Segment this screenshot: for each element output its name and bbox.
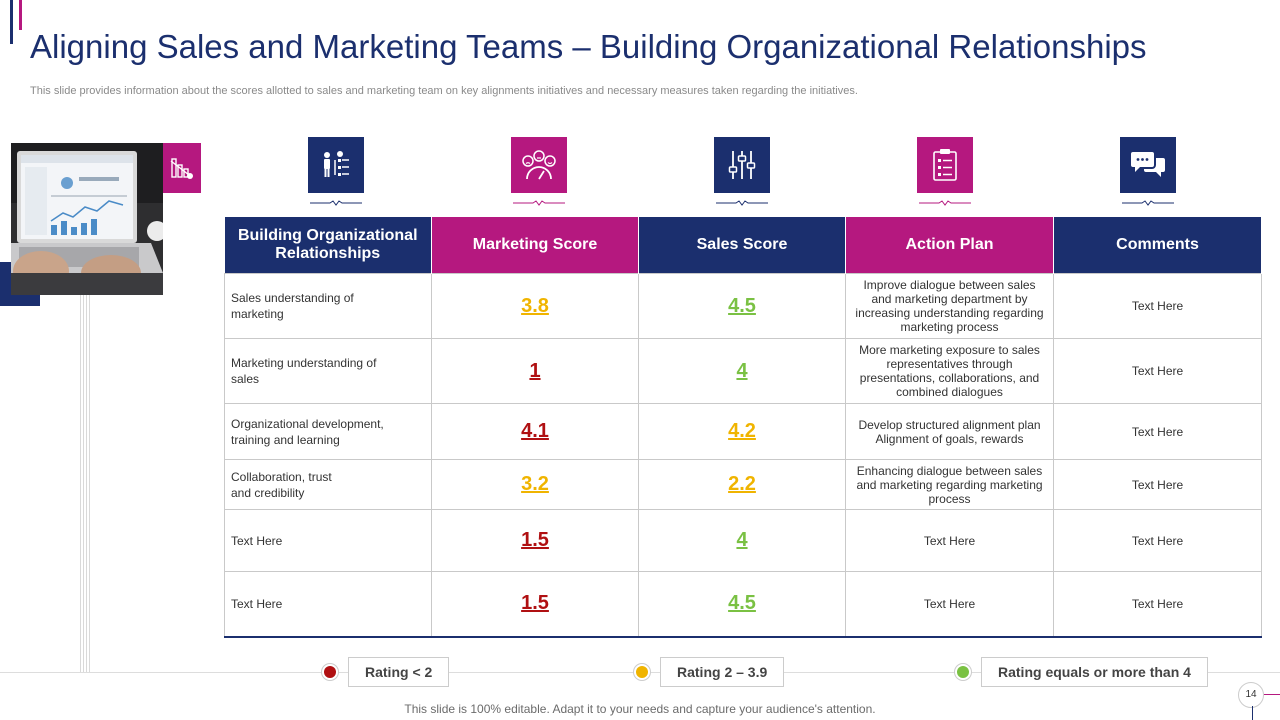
action-plan: More marketing exposure to sales represe… [845,338,1054,404]
decor-divider [919,200,971,206]
people-hierarchy-icon [308,137,364,193]
sales-score: 4 [638,509,846,572]
marketing-score: 1 [431,338,639,404]
legend-high: Rating equals or more than 4 [957,657,1208,687]
decor-pink-square [163,143,201,193]
alignment-scores-table: Building Organizational Relationships Ma… [224,217,1262,638]
page-number: 14 [1238,682,1264,708]
decor-divider [1122,200,1174,206]
decor-page-line [1264,694,1280,695]
laptop-photo [11,143,163,295]
row-item: Marketing understanding of sales [231,356,377,386]
header-sales-score: Sales Score [638,217,846,274]
sliders-icon [714,137,770,193]
action-plan: Improve dialogue between sales and marke… [845,273,1054,339]
decor-vertical-lines [80,295,90,673]
header-action-plan: Action Plan [845,217,1054,274]
marketing-score: 4.1 [431,403,639,460]
accent-bar-pink [19,0,22,30]
marketing-score: 1.5 [431,509,639,572]
legend-medium: Rating 2 – 3.9 [636,657,785,687]
row-item: Sales understanding of marketing [231,291,354,321]
table-row: Sales understanding of marketing 3.8 4.5… [224,273,1262,339]
comment: Text Here [1053,459,1262,510]
sales-score: 4.5 [638,571,846,638]
emotions-gauge-icon [511,137,567,193]
row-item: Collaboration, trust and credibility [231,469,332,500]
row-item: Organizational development, training and… [231,416,384,447]
legend-dot-red [324,666,336,678]
comment: Text Here [1053,509,1262,572]
marketing-score: 3.8 [431,273,639,339]
row-item: Text Here [231,596,283,611]
legend-label: Rating equals or more than 4 [981,657,1208,687]
legend-low: Rating < 2 [324,657,450,687]
table-row: Text Here 1.5 4.5 Text Here Text Here [224,571,1262,638]
slide-title: Aligning Sales and Marketing Teams – Bui… [30,28,1147,65]
header-marketing-score: Marketing Score [431,217,639,274]
action-plan: Text Here [845,509,1054,572]
legend-label: Rating 2 – 3.9 [660,657,785,687]
decor-divider [513,200,565,206]
marketing-score: 3.2 [431,459,639,510]
sales-score: 2.2 [638,459,846,510]
decor-divider [310,200,362,206]
checklist-clipboard-icon [917,137,973,193]
comment: Text Here [1053,273,1262,339]
accent-bar-navy [10,0,13,44]
action-plan: Text Here [845,571,1054,638]
footer-note: This slide is 100% editable. Adapt it to… [404,702,876,716]
header-relationships: Building Organizational Relationships [224,217,432,274]
table-row: Marketing understanding of sales 1 4 Mor… [224,338,1262,404]
action-plan: Enhancing dialogue between sales and mar… [845,459,1054,510]
comment: Text Here [1053,403,1262,460]
table-row: Organizational development, training and… [224,403,1262,460]
slide-subtitle: This slide provides information about th… [30,85,858,97]
org-chart-icon [170,158,193,179]
action-plan: Develop structured alignment plan Alignm… [845,403,1054,460]
comment: Text Here [1053,338,1262,404]
header-comments: Comments [1053,217,1262,274]
sales-score: 4 [638,338,846,404]
table-row: Collaboration, trust and credibility 3.2… [224,459,1262,510]
legend-dot-yellow [636,666,648,678]
decor-page-tick [1252,706,1253,720]
table-header-row: Building Organizational Relationships Ma… [224,217,1262,274]
sales-score: 4.2 [638,403,846,460]
decor-divider [716,200,768,206]
sales-score: 4.5 [638,273,846,339]
chat-bubbles-icon [1120,137,1176,193]
table-row: Text Here 1.5 4 Text Here Text Here [224,509,1262,572]
comment: Text Here [1053,571,1262,638]
marketing-score: 1.5 [431,571,639,638]
legend-label: Rating < 2 [348,657,450,687]
legend-dot-green [957,666,969,678]
row-item: Text Here [231,533,283,548]
